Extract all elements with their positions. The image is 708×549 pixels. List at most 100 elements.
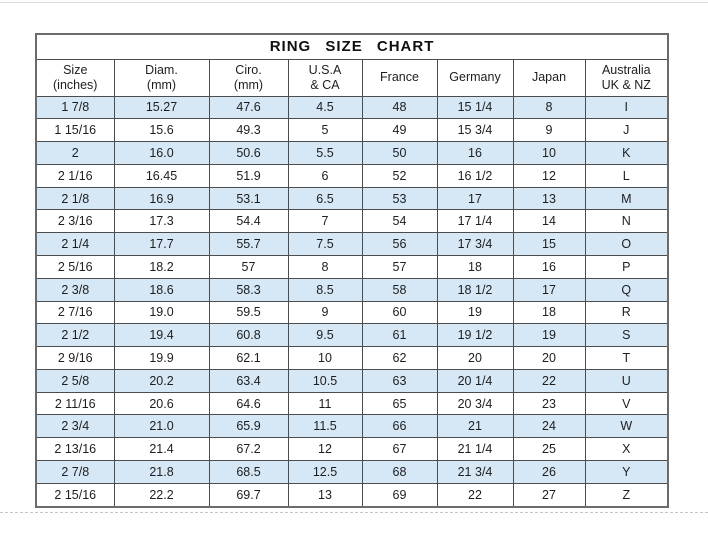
table-cell: 23 [512,391,586,416]
table-cell: 67 [361,437,438,461]
table-cell: 17 1/4 [436,209,514,234]
table-row: 2 11/16 20.6 64.6 11 65 20 3/4 23 V [35,391,669,416]
table-cell: 50 [361,141,438,165]
table-cell: 69.7 [208,482,289,508]
table-cell: 49.3 [208,118,289,143]
table-cell: 17.3 [113,209,210,234]
table-cell: 18.6 [113,277,210,302]
table-cell: 59.5 [208,300,289,325]
table-cell: 16.0 [113,141,210,165]
table-cell: 19 1/2 [436,323,514,348]
table-cell: Y [584,460,669,484]
table-cell: 19.9 [113,346,210,370]
table-row: 2 16.0 50.6 5.5 50 16 10 K [35,141,669,165]
table-cell: 18.2 [113,254,210,279]
table-cell: 16 [512,254,586,279]
table-cell: 20.2 [113,368,210,393]
table-cell: 18 1/2 [436,277,514,302]
table-cell: J [584,118,669,143]
table-cell: 21.4 [113,437,210,461]
table-cell: 7 [287,209,363,234]
table-cell: 54 [361,209,438,234]
table-cell: 8 [512,95,586,120]
table-cell: V [584,391,669,416]
table-cell: 62 [361,346,438,370]
table-cell: 19 [436,300,514,325]
column-header-line2: (mm) [146,77,177,92]
table-cell: 5 [287,118,363,143]
table-cell: 10 [287,346,363,370]
table-cell: K [584,141,669,165]
ring-size-chart-table: RING SIZE CHART Size (inches) Diam. (mm) Cir… [35,33,670,508]
table-cell: 15.27 [113,95,210,120]
table-cell: M [584,186,669,211]
table-cell: 13 [512,186,586,211]
table-cell: 19.0 [113,300,210,325]
table-row: 2 1/4 17.7 55.7 7.5 56 17 3/4 15 O [35,232,669,256]
table-cell: 13 [287,482,363,508]
table-cell: 56 [361,232,438,256]
table-cell: P [584,254,669,279]
column-header: Australia UK & NZ [584,58,669,97]
table-cell: 20.6 [113,391,210,416]
table-cell: S [584,323,669,348]
table-cell: 21 [436,414,514,439]
table-cell: 15 3/4 [436,118,514,143]
table-cell: 20 [512,346,586,370]
table-cell: 2 9/16 [35,346,115,370]
table-cell: 27 [512,482,586,508]
table-cell: 14 [512,209,586,234]
table-cell: 51.9 [208,163,289,188]
table-cell: 16 1/2 [436,163,514,188]
column-header: U.S.A & CA [287,58,363,97]
table-cell: 60 [361,300,438,325]
table-cell: 9.5 [287,323,363,348]
table-cell: 21 3/4 [436,460,514,484]
table-cell: O [584,232,669,256]
table-cell: 53 [361,186,438,211]
table-cell: I [584,95,669,120]
table-cell: 2 3/8 [35,277,115,302]
table-cell: 63 [361,368,438,393]
table-cell: 12 [512,163,586,188]
column-header-line2: & CA [310,77,340,92]
table-cell: 2 1/16 [35,163,115,188]
table-cell: 4.5 [287,95,363,120]
table-cell: 17 3/4 [436,232,514,256]
table-cell: 17 [512,277,586,302]
column-header-line1: France [380,70,419,85]
table-cell: 8 [287,254,363,279]
table-cell: 17.7 [113,232,210,256]
top-divider-line [0,2,708,3]
table-row: 2 3/16 17.3 54.4 7 54 17 1/4 14 N [35,209,669,234]
title-row: RING SIZE CHART [35,33,669,60]
table-cell: 63.4 [208,368,289,393]
table-cell: L [584,163,669,188]
table-cell: Q [584,277,669,302]
table-cell: 65 [361,391,438,416]
table-cell: 57 [361,254,438,279]
table-cell: 9 [512,118,586,143]
table-cell: 22 [512,368,586,393]
table-row: 2 7/8 21.8 68.5 12.5 68 21 3/4 26 Y [35,460,669,484]
column-header-line1: Japan [531,70,567,85]
column-header: France [361,58,438,97]
table-cell: 52 [361,163,438,188]
bottom-divider-line [0,512,708,513]
table-cell: 26 [512,460,586,484]
table-cell: 5.5 [287,141,363,165]
table-cell: R [584,300,669,325]
column-header-line1: Germany [449,70,501,85]
table-cell: 20 [436,346,514,370]
table-cell: 22.2 [113,482,210,508]
table-row: 2 3/8 18.6 58.3 8.5 58 18 1/2 17 Q [35,277,669,302]
table-cell: 21.0 [113,414,210,439]
table-cell: T [584,346,669,370]
column-header-line2: UK & NZ [601,77,651,92]
table-cell: 65.9 [208,414,289,439]
table-cell: 12.5 [287,460,363,484]
table-cell: 2 7/8 [35,460,115,484]
table-cell: 2 3/4 [35,414,115,439]
table-cell: 1 15/16 [35,118,115,143]
header-row: Size (inches) Diam. (mm) Ciro. (mm) U.S.A & CA F… [35,58,669,97]
